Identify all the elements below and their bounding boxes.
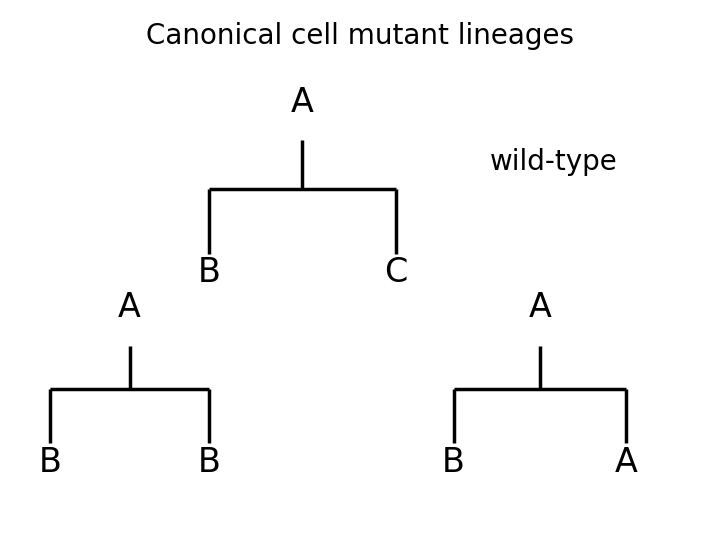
- Text: A: A: [528, 291, 552, 324]
- Text: Canonical cell mutant lineages: Canonical cell mutant lineages: [146, 22, 574, 50]
- Text: B: B: [197, 256, 220, 289]
- Text: A: A: [615, 446, 638, 478]
- Text: A: A: [291, 86, 314, 119]
- Text: A: A: [118, 291, 141, 324]
- Text: wild-type: wild-type: [490, 148, 617, 176]
- Text: B: B: [442, 446, 465, 478]
- Text: B: B: [197, 446, 220, 478]
- Text: C: C: [384, 256, 408, 289]
- Text: B: B: [39, 446, 62, 478]
